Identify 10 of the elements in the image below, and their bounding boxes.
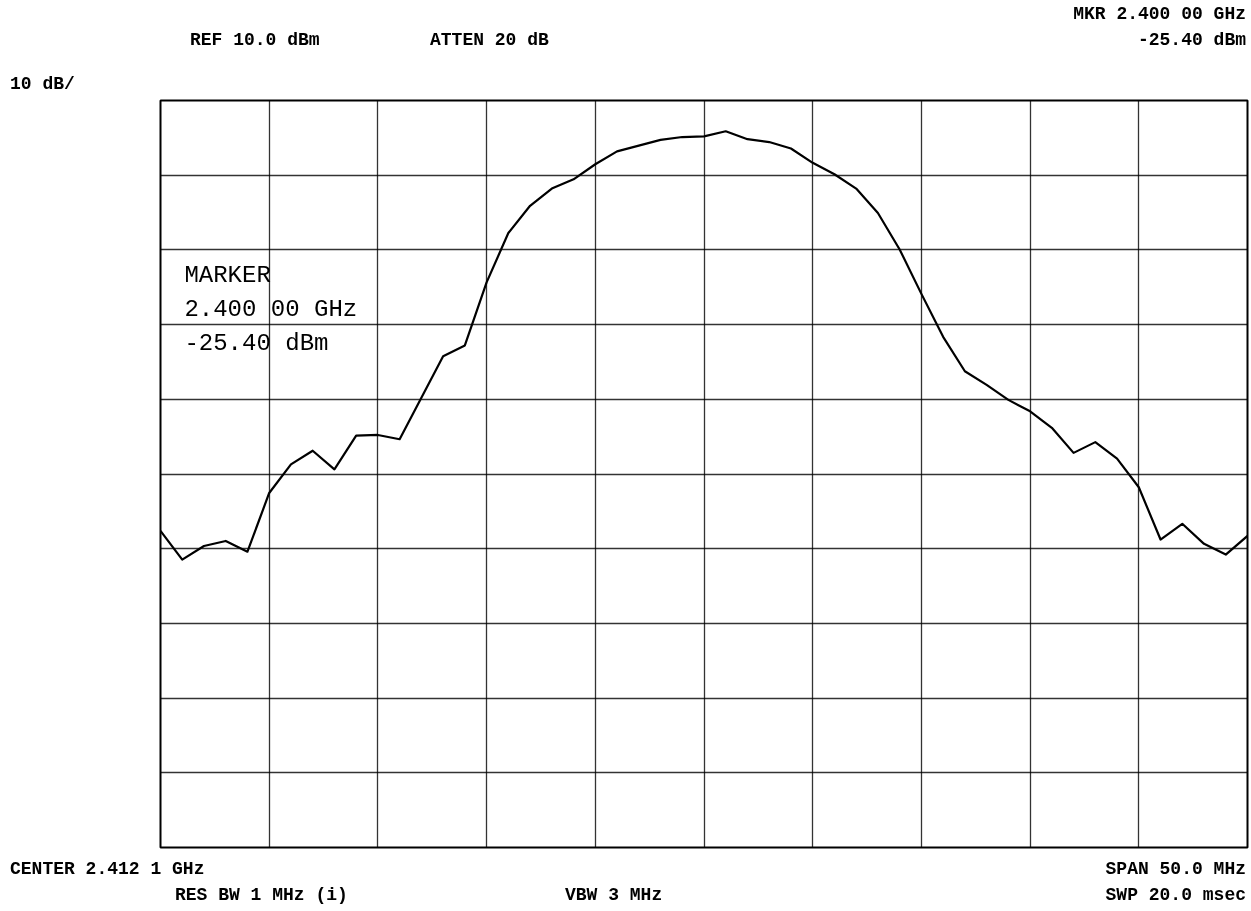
text: REF 10.0 dBm bbox=[190, 29, 320, 52]
text: CENTER 2.412 1 GHz bbox=[10, 858, 205, 881]
text: VBW 3 MHz bbox=[565, 884, 663, 907]
text: -25.40 dBm bbox=[1137, 29, 1246, 52]
text: RES BW 1 MHz (i) bbox=[175, 884, 348, 907]
text: 10 dB/ bbox=[10, 73, 75, 96]
text: SPAN 50.0 MHz bbox=[1105, 858, 1246, 881]
text: ATTEN 20 dB bbox=[430, 29, 549, 52]
text: SWP 20.0 msec bbox=[1105, 884, 1246, 907]
text: MKR 2.400 00 GHz bbox=[1073, 3, 1246, 26]
